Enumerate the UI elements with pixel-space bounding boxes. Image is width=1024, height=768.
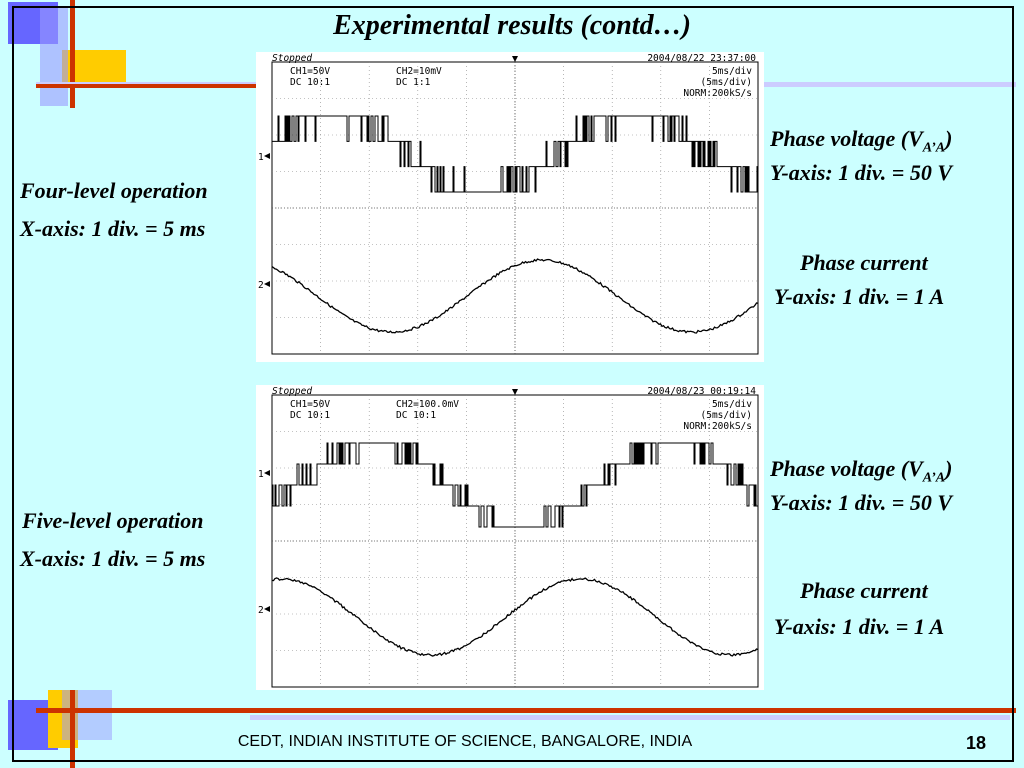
scope-ch1-marker-arrow: [264, 470, 270, 476]
oscilloscope-1: Stopped 2004/08/22 23:37:00 CH1=50V DC 10:1…: [256, 52, 764, 362]
phase-voltage-trace: [272, 115, 758, 193]
operation-label-1: Four-level operation: [20, 178, 208, 203]
scope-timebase-secondary: (5ms/div): [701, 410, 752, 421]
operation-label-2: Five-level operation: [22, 508, 204, 533]
scope-status: Stopped: [272, 386, 312, 397]
current-scale-1: Y-axis: 1 div. = 1 A: [774, 284, 945, 309]
scope-mode: NORM:200kS/s: [683, 421, 752, 432]
voltage-scale-1: Y-axis: 1 div. = 50 V: [770, 160, 953, 185]
scope-ch2-marker: 2: [258, 280, 264, 291]
scope-ch1-marker: 1: [258, 469, 264, 480]
scope-ch1: CH1=50V: [290, 66, 330, 77]
oscilloscope-2: Stopped 2004/08/23 00:19:14 CH1=50V DC 10:1…: [256, 385, 764, 690]
phase-current-trace: [271, 258, 759, 334]
voltage-label-1: Phase voltage (VA’A): [770, 126, 953, 156]
phase-voltage-trace: [272, 442, 758, 528]
scope-ch1-coupling: DC 10:1: [290, 410, 330, 421]
scope-datetime: 2004/08/22 23:37:00: [647, 53, 756, 64]
scope-ch1-marker: 1: [258, 152, 264, 163]
scope-ch1-marker-arrow: [264, 153, 270, 159]
slide-title: Experimental results (contd…): [333, 10, 691, 41]
x-axis-label-2: X-axis: 1 div. = 5 ms: [20, 546, 206, 571]
scope-ch2-coupling: DC 1:1: [396, 77, 431, 88]
phase-current-trace: [271, 577, 759, 657]
scope-mode: NORM:200kS/s: [683, 88, 752, 99]
scope-trigger-marker: [512, 56, 518, 62]
scope-datetime: 2004/08/23 00:19:14: [647, 386, 756, 397]
scope-ch1: CH1=50V: [290, 399, 330, 410]
voltage-label-2: Phase voltage (VA’A): [770, 456, 953, 486]
slide-frame: [12, 6, 1014, 762]
scope-ch2-marker: 2: [258, 605, 264, 616]
footer-institution: CEDT, INDIAN INSTITUTE OF SCIENCE, BANGA…: [237, 733, 693, 750]
current-scale-2: Y-axis: 1 div. = 1 A: [774, 614, 945, 639]
scope-trigger-marker: [512, 389, 518, 395]
scope-timebase: 5ms/div: [712, 399, 752, 410]
scope-ch2-coupling: DC 10:1: [396, 410, 436, 421]
x-axis-label-1: X-axis: 1 div. = 5 ms: [20, 216, 206, 241]
scope-timebase-secondary: (5ms/div): [701, 77, 752, 88]
current-label-2: Phase current: [800, 578, 928, 603]
current-label-1: Phase current: [800, 250, 928, 275]
voltage-scale-2: Y-axis: 1 div. = 50 V: [770, 490, 953, 515]
scope-ch2: CH2=10mV: [396, 66, 442, 77]
scope-status: Stopped: [272, 53, 312, 64]
scope-timebase: 5ms/div: [712, 66, 752, 77]
scope-ch1-coupling: DC 10:1: [290, 77, 330, 88]
scope-ch2-marker-arrow: [264, 281, 270, 287]
scope-ch2: CH2=100.0mV: [396, 399, 459, 410]
page-number: 18: [965, 733, 986, 753]
scope-ch2-marker-arrow: [264, 606, 270, 612]
